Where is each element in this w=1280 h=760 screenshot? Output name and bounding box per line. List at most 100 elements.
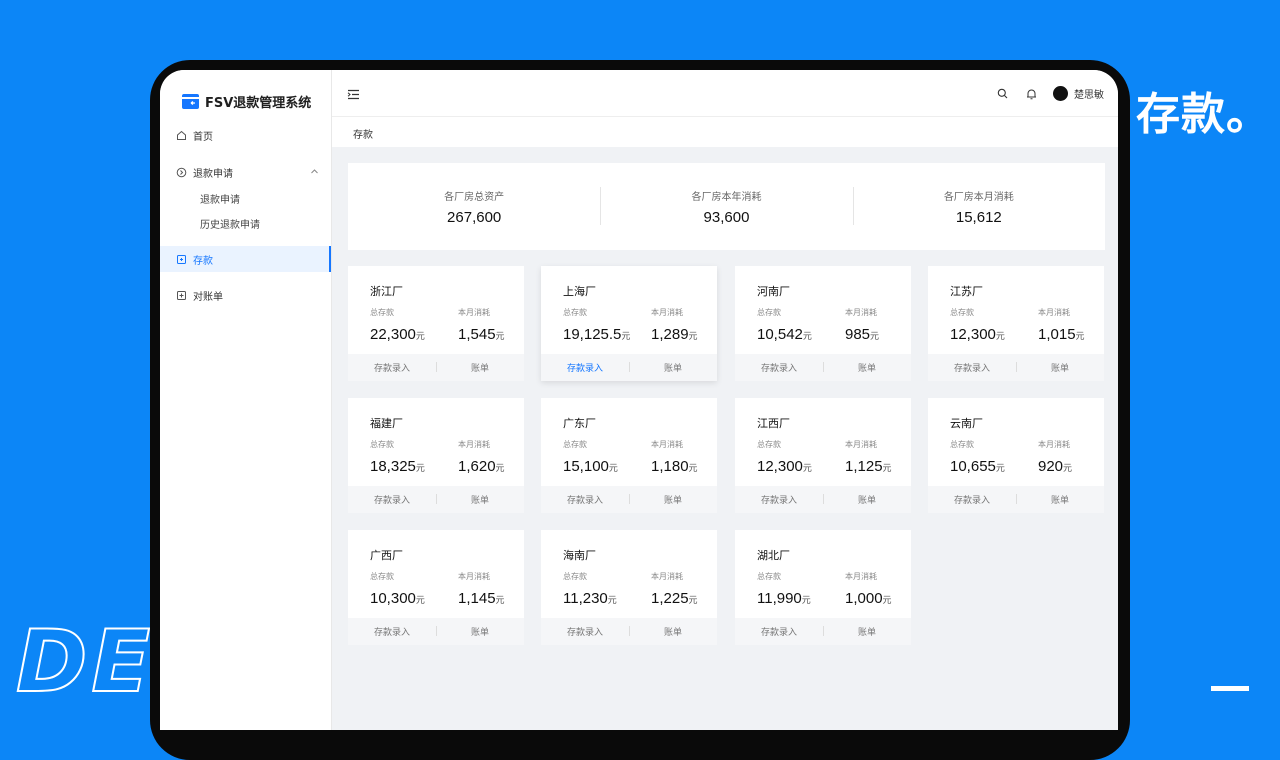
deposit-entry-button[interactable]: 存款录入 bbox=[760, 364, 797, 374]
monthly-value-group: 1,180元 bbox=[651, 458, 698, 475]
currency-unit: 元 bbox=[995, 332, 1005, 342]
deposit-value: 19,125.5 bbox=[563, 326, 622, 343]
deposit-entry-button[interactable]: 存款录入 bbox=[373, 364, 410, 374]
monthly-value-group: 1,000元 bbox=[845, 590, 892, 607]
deposit-entry-button[interactable]: 存款录入 bbox=[760, 496, 797, 506]
factory-card: 江苏厂 总存款 本月消耗 12,300元 1,015元 存款录入 账单 bbox=[928, 266, 1104, 381]
factory-card: 广西厂 总存款 本月消耗 10,300元 1,145元 存款录入 账单 bbox=[348, 530, 524, 645]
decor-dash bbox=[1211, 686, 1249, 691]
card-actions: 存款录入 账单 bbox=[348, 618, 524, 645]
deposit-value: 11,990 bbox=[757, 590, 802, 607]
monthly-value: 1,225 bbox=[651, 590, 689, 607]
summary-label: 各厂房本年消耗 bbox=[691, 192, 762, 203]
app-screen: FSV退款管理系统 首页 退款申请 退款申请 历史退款申请 存款 bbox=[160, 70, 1118, 730]
monthly-label: 本月消耗 bbox=[845, 572, 877, 581]
deposit-label: 总存款 bbox=[757, 308, 781, 317]
factory-name: 江苏厂 bbox=[950, 285, 983, 298]
deposit-entry-button[interactable]: 存款录入 bbox=[373, 496, 410, 506]
deposit-label: 总存款 bbox=[370, 440, 394, 449]
currency-unit: 元 bbox=[882, 596, 892, 606]
factory-name: 海南厂 bbox=[563, 549, 596, 562]
deposit-label: 总存款 bbox=[757, 572, 781, 581]
bill-button[interactable]: 账单 bbox=[436, 493, 524, 506]
factory-card: 湖北厂 总存款 本月消耗 11,990元 1,000元 存款录入 账单 bbox=[735, 530, 911, 645]
summary-total-assets: 各厂房总资产 267,600 bbox=[348, 163, 600, 250]
factory-card: 河南厂 总存款 本月消耗 10,542元 985元 存款录入 账单 bbox=[735, 266, 911, 381]
bill-button[interactable]: 账单 bbox=[1016, 493, 1104, 506]
sidebar-item-home[interactable]: 首页 bbox=[160, 122, 331, 148]
currency-unit: 元 bbox=[801, 596, 811, 606]
monthly-label: 本月消耗 bbox=[651, 308, 683, 317]
menu-fold-icon[interactable] bbox=[347, 87, 360, 105]
card-actions: 存款录入 账单 bbox=[541, 618, 717, 645]
deposit-entry-button[interactable]: 存款录入 bbox=[566, 628, 603, 638]
logo-icon bbox=[182, 94, 199, 109]
deposit-label: 总存款 bbox=[563, 572, 587, 581]
monthly-label: 本月消耗 bbox=[458, 440, 490, 449]
factory-name: 云南厂 bbox=[950, 417, 983, 430]
deposit-value: 10,655 bbox=[950, 458, 996, 475]
currency-unit: 元 bbox=[415, 596, 425, 606]
factory-card: 云南厂 总存款 本月消耗 10,655元 920元 存款录入 账单 bbox=[928, 398, 1104, 513]
bill-button[interactable]: 账单 bbox=[436, 625, 524, 638]
deposit-icon bbox=[176, 254, 187, 265]
factory-name: 河南厂 bbox=[757, 285, 790, 298]
sidebar-item-refund-apply[interactable]: 退款申请 bbox=[200, 195, 240, 206]
deposit-value-group: 11,230元 bbox=[563, 590, 617, 607]
sidebar-item-deposit[interactable]: 存款 bbox=[160, 246, 331, 272]
factory-name: 广东厂 bbox=[563, 417, 596, 430]
monthly-value: 1,015 bbox=[1038, 326, 1076, 343]
monthly-value: 1,180 bbox=[651, 458, 689, 475]
deposit-entry-button[interactable]: 存款录入 bbox=[953, 364, 990, 374]
bill-button[interactable]: 账单 bbox=[823, 361, 911, 374]
monthly-label: 本月消耗 bbox=[1038, 440, 1070, 449]
currency-unit: 元 bbox=[495, 464, 505, 474]
monthly-label: 本月消耗 bbox=[845, 440, 877, 449]
deposit-entry-button[interactable]: 存款录入 bbox=[566, 364, 603, 374]
monthly-label: 本月消耗 bbox=[458, 572, 490, 581]
monthly-value-group: 1,289元 bbox=[651, 326, 698, 343]
bill-button[interactable]: 账单 bbox=[629, 625, 717, 638]
bill-button[interactable]: 账单 bbox=[1016, 361, 1104, 374]
user-name[interactable]: 楚思敏 bbox=[1074, 90, 1104, 101]
deposit-label: 总存款 bbox=[950, 440, 974, 449]
currency-unit: 元 bbox=[688, 596, 698, 606]
deposit-label: 总存款 bbox=[757, 440, 781, 449]
currency-unit: 元 bbox=[870, 332, 880, 342]
deposit-value: 11,230 bbox=[563, 590, 608, 607]
avatar[interactable] bbox=[1053, 86, 1068, 101]
deposit-entry-button[interactable]: 存款录入 bbox=[760, 628, 797, 638]
currency-unit: 元 bbox=[607, 596, 617, 606]
deposit-value-group: 11,990元 bbox=[757, 590, 811, 607]
currency-unit: 元 bbox=[882, 464, 892, 474]
sidebar-item-refund-history[interactable]: 历史退款申请 bbox=[200, 220, 260, 231]
bell-icon[interactable] bbox=[1026, 88, 1037, 100]
deposit-value: 18,325 bbox=[370, 458, 416, 475]
summary-value: 267,600 bbox=[447, 209, 502, 226]
deposit-entry-button[interactable]: 存款录入 bbox=[566, 496, 603, 506]
sidebar-group-refund[interactable]: 退款申请 bbox=[160, 159, 331, 185]
card-actions: 存款录入 账单 bbox=[735, 618, 911, 645]
bill-button[interactable]: 账单 bbox=[436, 361, 524, 374]
bill-button[interactable]: 账单 bbox=[629, 493, 717, 506]
deposit-value-group: 18,325元 bbox=[370, 458, 425, 475]
deposit-entry-button[interactable]: 存款录入 bbox=[953, 496, 990, 506]
deposit-value: 10,542 bbox=[757, 326, 803, 343]
sidebar-item-label: 首页 bbox=[193, 131, 213, 143]
monthly-value: 920 bbox=[1038, 458, 1064, 475]
sidebar-item-statement[interactable]: 对账单 bbox=[160, 282, 331, 308]
currency-unit: 元 bbox=[495, 332, 505, 342]
deposit-value: 15,100 bbox=[563, 458, 609, 475]
monthly-value: 1,620 bbox=[458, 458, 496, 475]
deposit-entry-button[interactable]: 存款录入 bbox=[373, 628, 410, 638]
summary-value: 93,600 bbox=[703, 209, 750, 226]
bill-button[interactable]: 账单 bbox=[823, 493, 911, 506]
monthly-value-group: 1,145元 bbox=[458, 590, 505, 607]
search-icon[interactable] bbox=[997, 88, 1008, 99]
monthly-label: 本月消耗 bbox=[1038, 308, 1070, 317]
bill-button[interactable]: 账单 bbox=[823, 625, 911, 638]
monthly-value: 1,289 bbox=[651, 326, 689, 343]
bill-button[interactable]: 账单 bbox=[629, 361, 717, 374]
currency-unit: 元 bbox=[415, 464, 425, 474]
monthly-label: 本月消耗 bbox=[651, 440, 683, 449]
